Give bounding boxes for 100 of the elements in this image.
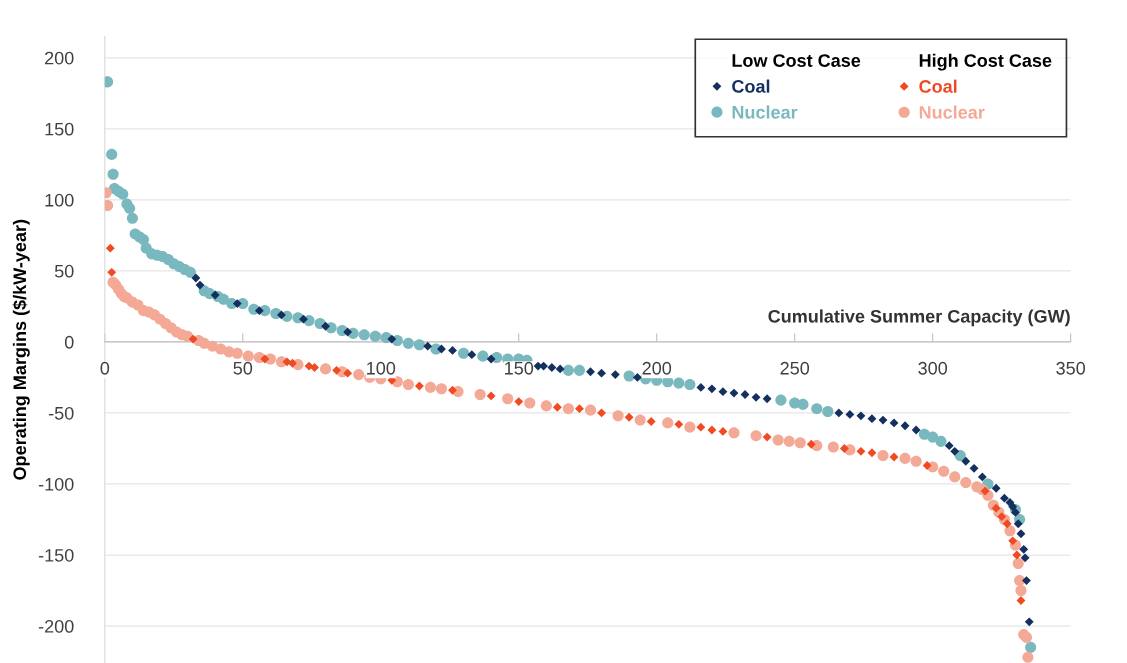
legend-label: Nuclear: [732, 105, 798, 119]
annotation: High Cost Case: [919, 53, 1052, 71]
point: [624, 412, 634, 422]
point: [448, 346, 457, 355]
point: [839, 444, 849, 453]
point: [1022, 576, 1031, 586]
point: [597, 368, 606, 378]
legend-label: Nuclear: [919, 105, 985, 119]
point: [514, 397, 524, 407]
point: [254, 306, 264, 316]
point: [900, 421, 910, 431]
point: [889, 418, 899, 428]
y-tick-label: -50: [48, 406, 74, 420]
point: [718, 387, 728, 397]
point: [467, 350, 477, 360]
point: [806, 439, 816, 449]
point: [856, 411, 866, 421]
point: [423, 341, 433, 351]
point: [674, 419, 684, 429]
point: [105, 243, 115, 253]
y-tick-label: -100: [38, 477, 74, 491]
point: [288, 358, 297, 368]
legend-label: Coal: [732, 79, 770, 93]
point: [260, 354, 270, 364]
point: [718, 427, 728, 436]
point: [646, 417, 656, 426]
point: [950, 446, 960, 456]
point: [448, 385, 457, 395]
y-tick-label: -150: [38, 548, 74, 562]
point: [707, 425, 717, 435]
point: [586, 367, 595, 377]
annotation: Low Cost Case: [732, 54, 861, 67]
x-tick-label: 200: [642, 361, 672, 375]
point: [343, 327, 353, 337]
point: [486, 391, 496, 401]
point: [762, 394, 772, 404]
point: [321, 321, 330, 331]
point: [1000, 493, 1009, 503]
point: [961, 456, 971, 466]
point: [980, 486, 990, 496]
point: [414, 381, 424, 391]
point: [547, 363, 557, 372]
point: [762, 432, 772, 442]
x-tick-label: 300: [918, 361, 948, 375]
y-tick-label: 150: [45, 122, 74, 136]
point: [1019, 544, 1029, 554]
point: [1016, 529, 1026, 539]
point: [387, 334, 397, 344]
point: [845, 409, 855, 419]
point: [911, 425, 921, 435]
y-tick-label: 50: [54, 264, 74, 278]
x-tick-label: 350: [1056, 361, 1086, 375]
point: [195, 280, 205, 290]
point: [552, 402, 562, 412]
x-tick-label: 0: [100, 361, 110, 375]
x-tick-label: 50: [233, 361, 253, 375]
point: [707, 384, 717, 394]
y-tick-label: 0: [64, 335, 74, 349]
point: [343, 368, 353, 378]
point: [632, 373, 642, 382]
point: [878, 415, 888, 425]
point: [1008, 502, 1018, 512]
point: [867, 448, 877, 458]
point: [1002, 519, 1012, 529]
y-tick-label: -200: [38, 620, 74, 633]
y-tick-label: 200: [45, 51, 74, 65]
point: [997, 512, 1007, 522]
point: [696, 422, 706, 432]
point: [1012, 550, 1022, 560]
point: [107, 267, 117, 277]
point: [1024, 617, 1034, 627]
point: [922, 461, 932, 470]
point: [944, 441, 954, 451]
legend-label: Coal: [919, 79, 957, 93]
point: [610, 370, 620, 380]
point: [889, 452, 899, 462]
point: [834, 408, 844, 418]
point: [856, 446, 866, 456]
point: [1008, 536, 1018, 546]
point: [310, 363, 319, 372]
point: [332, 365, 342, 375]
point: [729, 388, 739, 398]
x-tick-label: 150: [505, 361, 534, 375]
point: [191, 273, 201, 283]
point: [1020, 553, 1030, 563]
point: [188, 334, 198, 344]
point: [555, 364, 565, 374]
point: [299, 314, 308, 324]
point: [991, 503, 1001, 513]
point: [486, 354, 496, 364]
point: [232, 299, 242, 308]
point: [867, 414, 877, 424]
point: [539, 361, 548, 371]
x-tick-label: 250: [780, 361, 810, 375]
point: [282, 357, 292, 367]
point: [210, 290, 220, 300]
point: [696, 382, 706, 392]
x-tick-label: 100: [367, 361, 396, 375]
y-axis-title: Operating Margins ($/kW-year): [12, 219, 30, 480]
point: [1013, 519, 1023, 529]
